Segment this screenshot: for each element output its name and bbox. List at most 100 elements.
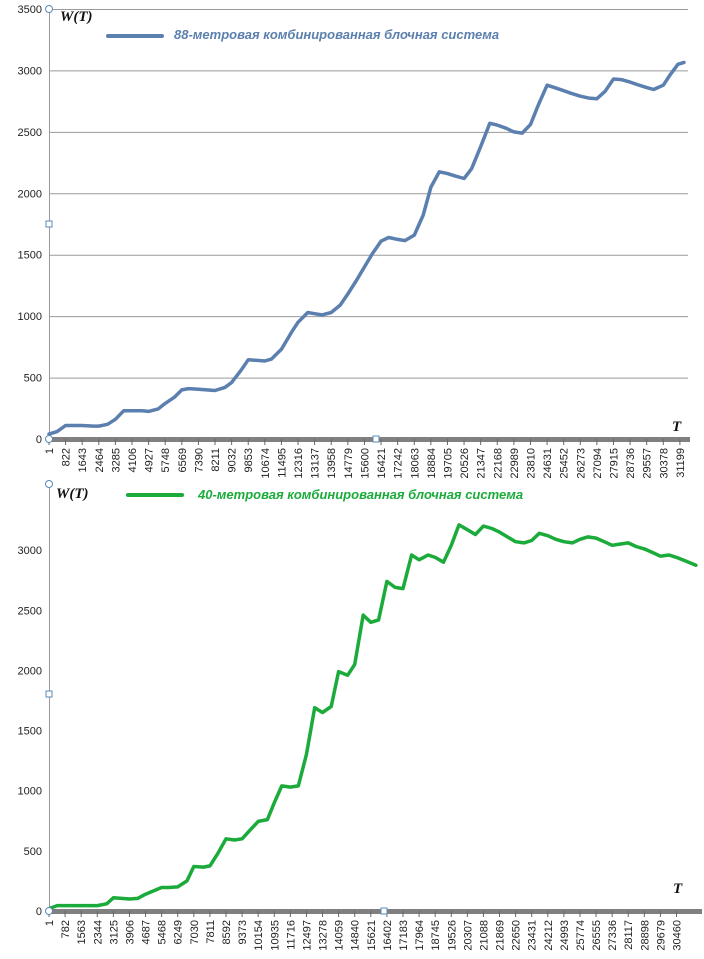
c0-xtick-label-7: 5748 bbox=[160, 448, 172, 472]
c1-xtick-label-20: 15621 bbox=[366, 920, 378, 951]
c1-xtick-label-19: 14840 bbox=[350, 920, 362, 951]
c1-xtick-label-10: 7811 bbox=[205, 920, 217, 944]
c1-xtick-label-22: 17183 bbox=[398, 920, 410, 951]
c0-xtick-label-27: 22168 bbox=[492, 448, 504, 478]
c0-xtick-label-15: 12316 bbox=[293, 448, 305, 478]
c1-xtick-label-5: 3906 bbox=[125, 920, 137, 944]
c1-xtick-label-2: 1563 bbox=[76, 920, 88, 944]
c0-xtick-label-14: 11495 bbox=[276, 448, 288, 478]
c1-xtick-label-37: 28898 bbox=[639, 920, 651, 951]
c1-ytick-label-0: 0 bbox=[36, 906, 42, 918]
c0-xtick-label-31: 25452 bbox=[559, 448, 571, 478]
chart-40m-legend: 40-метровая комбинированная блочная сист… bbox=[126, 487, 523, 502]
c1-handle-bottom-middle[interactable] bbox=[380, 907, 388, 915]
c1-xtick-label-33: 25774 bbox=[575, 920, 587, 951]
c1-xtick-label-24: 18745 bbox=[430, 920, 442, 951]
c0-xtick-label-22: 18063 bbox=[409, 448, 421, 478]
c1-xtick-label-27: 21088 bbox=[478, 920, 490, 951]
c0-xtick-label-6: 4927 bbox=[144, 448, 156, 472]
c1-xtick-label-34: 26555 bbox=[591, 920, 603, 951]
c0-handle-bottom-left[interactable] bbox=[45, 435, 53, 443]
c0-ytick-label-2: 1000 bbox=[18, 311, 42, 323]
c0-xtick-label-20: 16421 bbox=[376, 448, 388, 478]
c1-xtick-label-31: 24212 bbox=[543, 920, 555, 951]
chart-88m-legend: 88-метровая комбинированная блочная сист… bbox=[106, 27, 499, 42]
chart-40m: 0 500 1000 1500 2000 2500 3000 1 782 1563 2344 312… bbox=[18, 480, 702, 951]
c1-ytick-label-6: 3000 bbox=[18, 545, 42, 557]
c1-handle-bottom-left[interactable] bbox=[45, 907, 53, 915]
chart-88m-gridlines bbox=[49, 5, 688, 439]
c1-ytick-label-4: 2000 bbox=[18, 665, 42, 677]
c0-ytick-label-7: 3500 bbox=[18, 4, 42, 16]
c1-handle-middle-left[interactable] bbox=[45, 690, 53, 698]
c0-xtick-label-13: 10674 bbox=[260, 448, 272, 478]
chart-88m-x-ticks: 1 822 1643 2464 3285 4106 4927 5748 6569 7390 8211… bbox=[44, 439, 687, 478]
chart-40m-x-axis-title: T bbox=[673, 881, 683, 897]
c0-xtick-label-9: 7390 bbox=[193, 448, 205, 472]
c1-ytick-label-3: 1500 bbox=[18, 726, 42, 738]
c0-xtick-label-19: 15600 bbox=[359, 448, 371, 478]
c1-ytick-label-1: 500 bbox=[24, 846, 42, 858]
c1-xtick-label-15: 11716 bbox=[285, 920, 297, 950]
c1-xtick-label-21: 16402 bbox=[382, 920, 394, 951]
c0-xtick-label-0: 1 bbox=[44, 448, 56, 454]
c1-xtick-label-14: 10935 bbox=[269, 920, 281, 951]
c1-xtick-label-3: 2344 bbox=[92, 920, 104, 944]
c0-xtick-label-30: 24631 bbox=[542, 448, 554, 478]
chart-88m-y-axis-title: W(T) bbox=[60, 9, 93, 25]
c0-handle-middle-left[interactable] bbox=[45, 220, 53, 228]
c0-ytick-label-0: 0 bbox=[36, 434, 42, 446]
c1-xtick-label-6: 4687 bbox=[141, 920, 153, 944]
c1-xtick-label-16: 12497 bbox=[301, 920, 313, 951]
c1-xtick-label-13: 10154 bbox=[253, 920, 265, 951]
c0-ytick-label-3: 1500 bbox=[18, 250, 42, 262]
c0-xtick-label-11: 9032 bbox=[227, 448, 239, 472]
c1-xtick-label-7: 5468 bbox=[157, 920, 169, 944]
c1-xtick-label-8: 6249 bbox=[173, 920, 185, 944]
c0-xtick-label-2: 1643 bbox=[77, 448, 89, 472]
chart-40m-legend-label: 40-метровая комбинированная блочная сист… bbox=[197, 487, 523, 502]
c0-xtick-label-34: 27915 bbox=[609, 448, 621, 478]
chart-40m-series-line bbox=[47, 523, 698, 911]
c0-handle-bottom-middle[interactable] bbox=[372, 435, 380, 443]
c0-series-path bbox=[47, 60, 686, 436]
c1-xtick-label-11: 8592 bbox=[221, 920, 233, 944]
c0-xtick-label-28: 22989 bbox=[509, 448, 521, 478]
c0-xtick-label-24: 19705 bbox=[443, 448, 455, 478]
c0-xtick-label-36: 29557 bbox=[642, 448, 654, 478]
c1-xtick-label-0: 1 bbox=[44, 920, 56, 926]
c1-xtick-label-39: 30460 bbox=[672, 920, 684, 951]
c0-xtick-label-25: 20526 bbox=[459, 448, 471, 478]
c1-xtick-label-32: 24993 bbox=[559, 920, 571, 951]
c1-ytick-label-5: 2500 bbox=[18, 605, 42, 617]
c0-ytick-label-6: 3000 bbox=[18, 65, 42, 77]
c0-xtick-label-1: 822 bbox=[61, 448, 73, 466]
chart-40m-selection-handles[interactable] bbox=[45, 480, 388, 915]
c0-handle-top[interactable] bbox=[45, 5, 53, 13]
chart-88m-x-axis bbox=[49, 437, 690, 442]
c1-xtick-label-26: 20307 bbox=[462, 920, 474, 951]
c1-x-axis-bar bbox=[49, 909, 702, 914]
chart-40m-y-ticks: 0 500 1000 1500 2000 2500 3000 bbox=[18, 545, 42, 918]
c0-x-axis-bar bbox=[49, 437, 690, 442]
c0-xtick-label-21: 17242 bbox=[393, 448, 405, 478]
chart-40m-y-axis-title: W(T) bbox=[56, 486, 89, 502]
c1-xtick-label-38: 29679 bbox=[655, 920, 667, 951]
chart-88m-selection-handles[interactable] bbox=[45, 5, 380, 443]
chart-40m-x-axis bbox=[49, 909, 702, 914]
c1-xtick-label-28: 21869 bbox=[495, 920, 507, 951]
c1-handle-top[interactable] bbox=[45, 480, 53, 488]
c0-xtick-label-32: 26273 bbox=[575, 448, 587, 478]
c1-xtick-label-36: 28117 bbox=[623, 920, 635, 950]
c0-xtick-label-10: 8211 bbox=[210, 448, 222, 472]
c0-xtick-label-37: 30378 bbox=[658, 448, 670, 478]
c0-xtick-label-17: 13958 bbox=[326, 448, 338, 478]
chart-40m-x-ticks: 1 782 1563 2344 3125 3906 4687 5468 6249 7030 7811… bbox=[44, 911, 684, 951]
c0-xtick-label-35: 28736 bbox=[625, 448, 637, 478]
c0-xtick-label-16: 13137 bbox=[310, 448, 322, 478]
chart-88m: 0 500 1000 1500 2000 2500 3000 3500 1 822 1643 246… bbox=[18, 4, 690, 478]
c0-ytick-label-5: 2500 bbox=[18, 127, 42, 139]
c1-xtick-label-29: 22650 bbox=[511, 920, 523, 951]
c0-xtick-label-29: 23810 bbox=[526, 448, 538, 478]
c1-xtick-label-12: 9373 bbox=[237, 920, 249, 944]
